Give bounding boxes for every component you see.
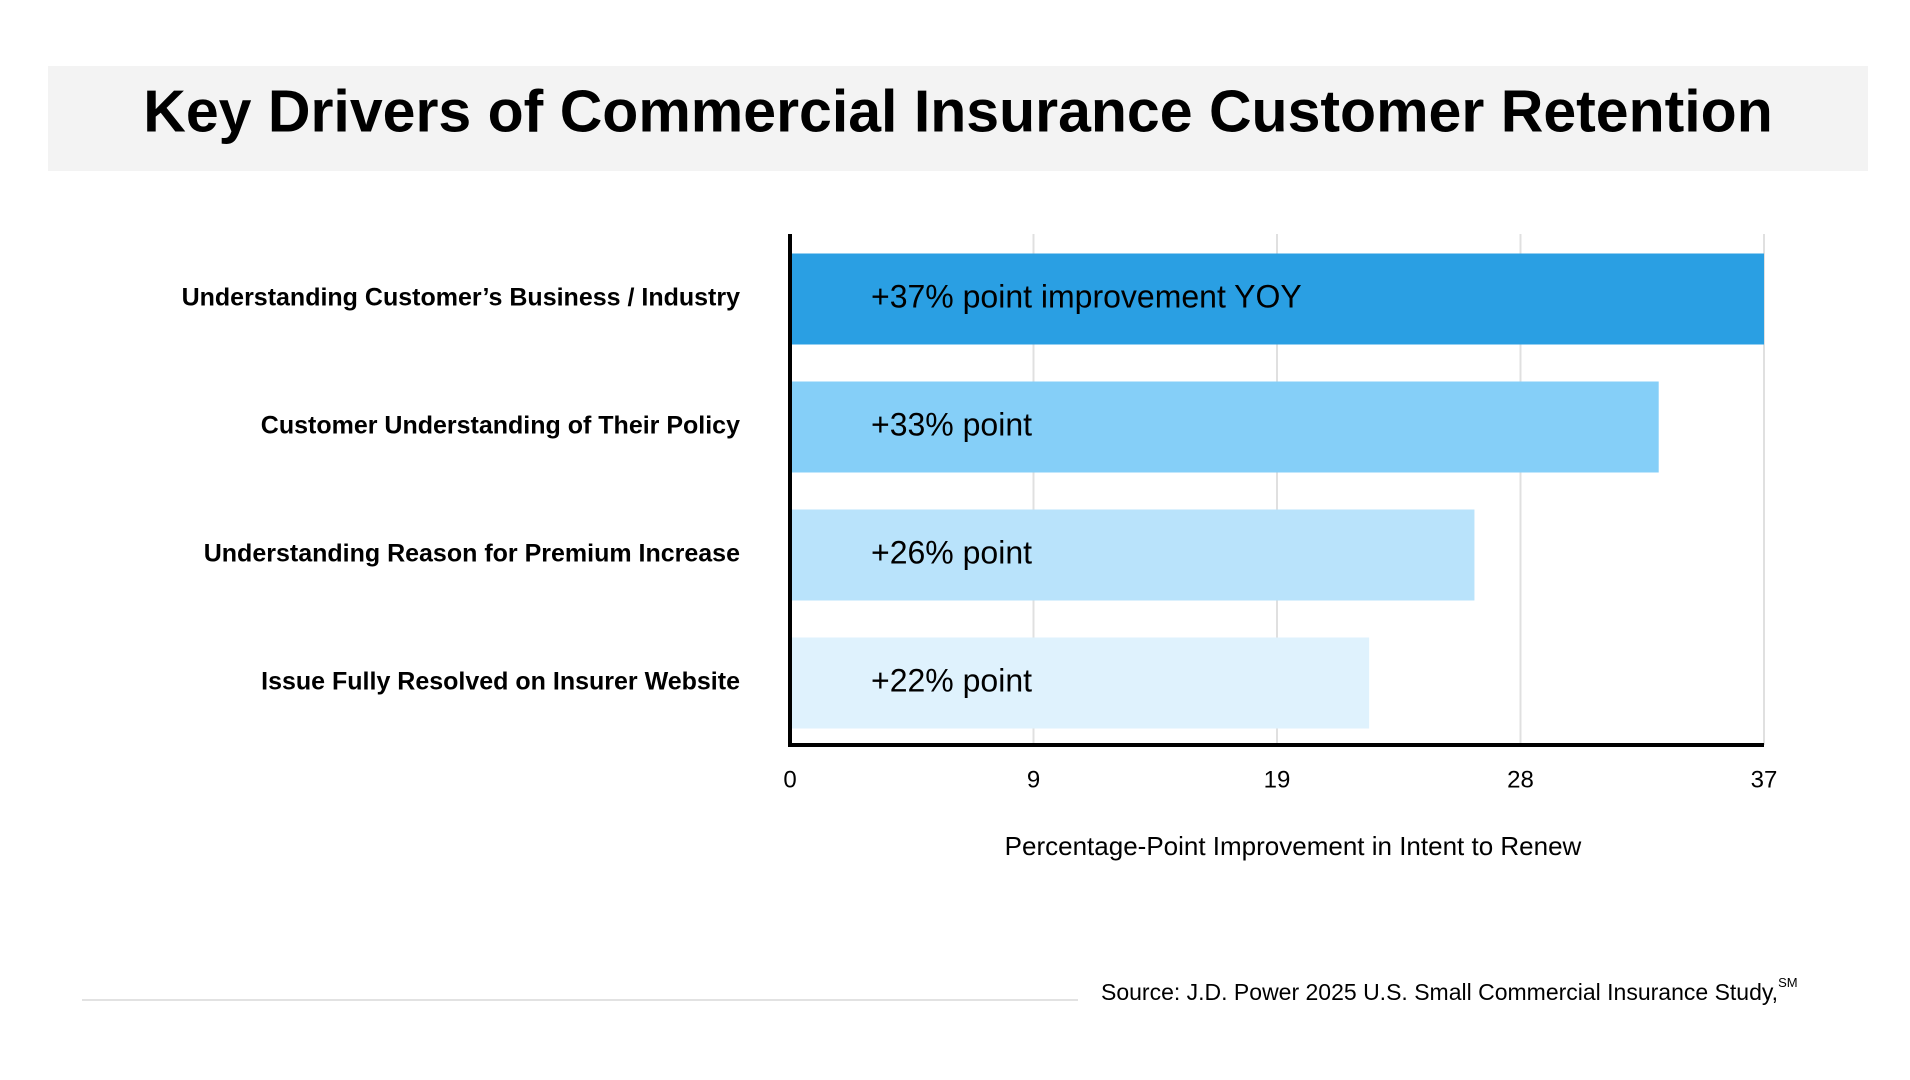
chart-title: Key Drivers of Commercial Insurance Cust… — [143, 79, 1773, 145]
y-tick-label: Customer Understanding of Their Policy — [261, 412, 740, 440]
value-label: +33% point — [871, 406, 1032, 442]
value-label: +22% point — [871, 662, 1032, 698]
x-tick-label: 19 — [1264, 766, 1291, 793]
bar — [790, 637, 1370, 729]
x-tick-label: 0 — [783, 766, 796, 793]
source-note: Source: J.D. Power 2025 U.S. Small Comme… — [1101, 975, 1798, 1005]
x-tick-label: 9 — [1027, 766, 1040, 793]
bar — [790, 253, 1764, 345]
title-band — [48, 66, 1868, 171]
value-label: +37% point improvement YOY — [871, 278, 1302, 314]
y-tick-label: Issue Fully Resolved on Insurer Website — [261, 668, 740, 696]
source-mark: SM — [1778, 975, 1798, 990]
bar — [790, 381, 1659, 473]
bar — [790, 509, 1475, 601]
source-text: Source: J.D. Power 2025 U.S. Small Comme… — [1101, 979, 1778, 1005]
y-tick-label: Understanding Customer’s Business / Indu… — [182, 284, 741, 312]
value-label: +26% point — [871, 534, 1032, 570]
y-tick-label: Understanding Reason for Premium Increas… — [204, 540, 740, 568]
x-tick-label: 28 — [1507, 766, 1534, 793]
x-tick-label: 37 — [1751, 766, 1778, 793]
x-axis-title: Percentage-Point Improvement in Intent t… — [1005, 831, 1582, 861]
